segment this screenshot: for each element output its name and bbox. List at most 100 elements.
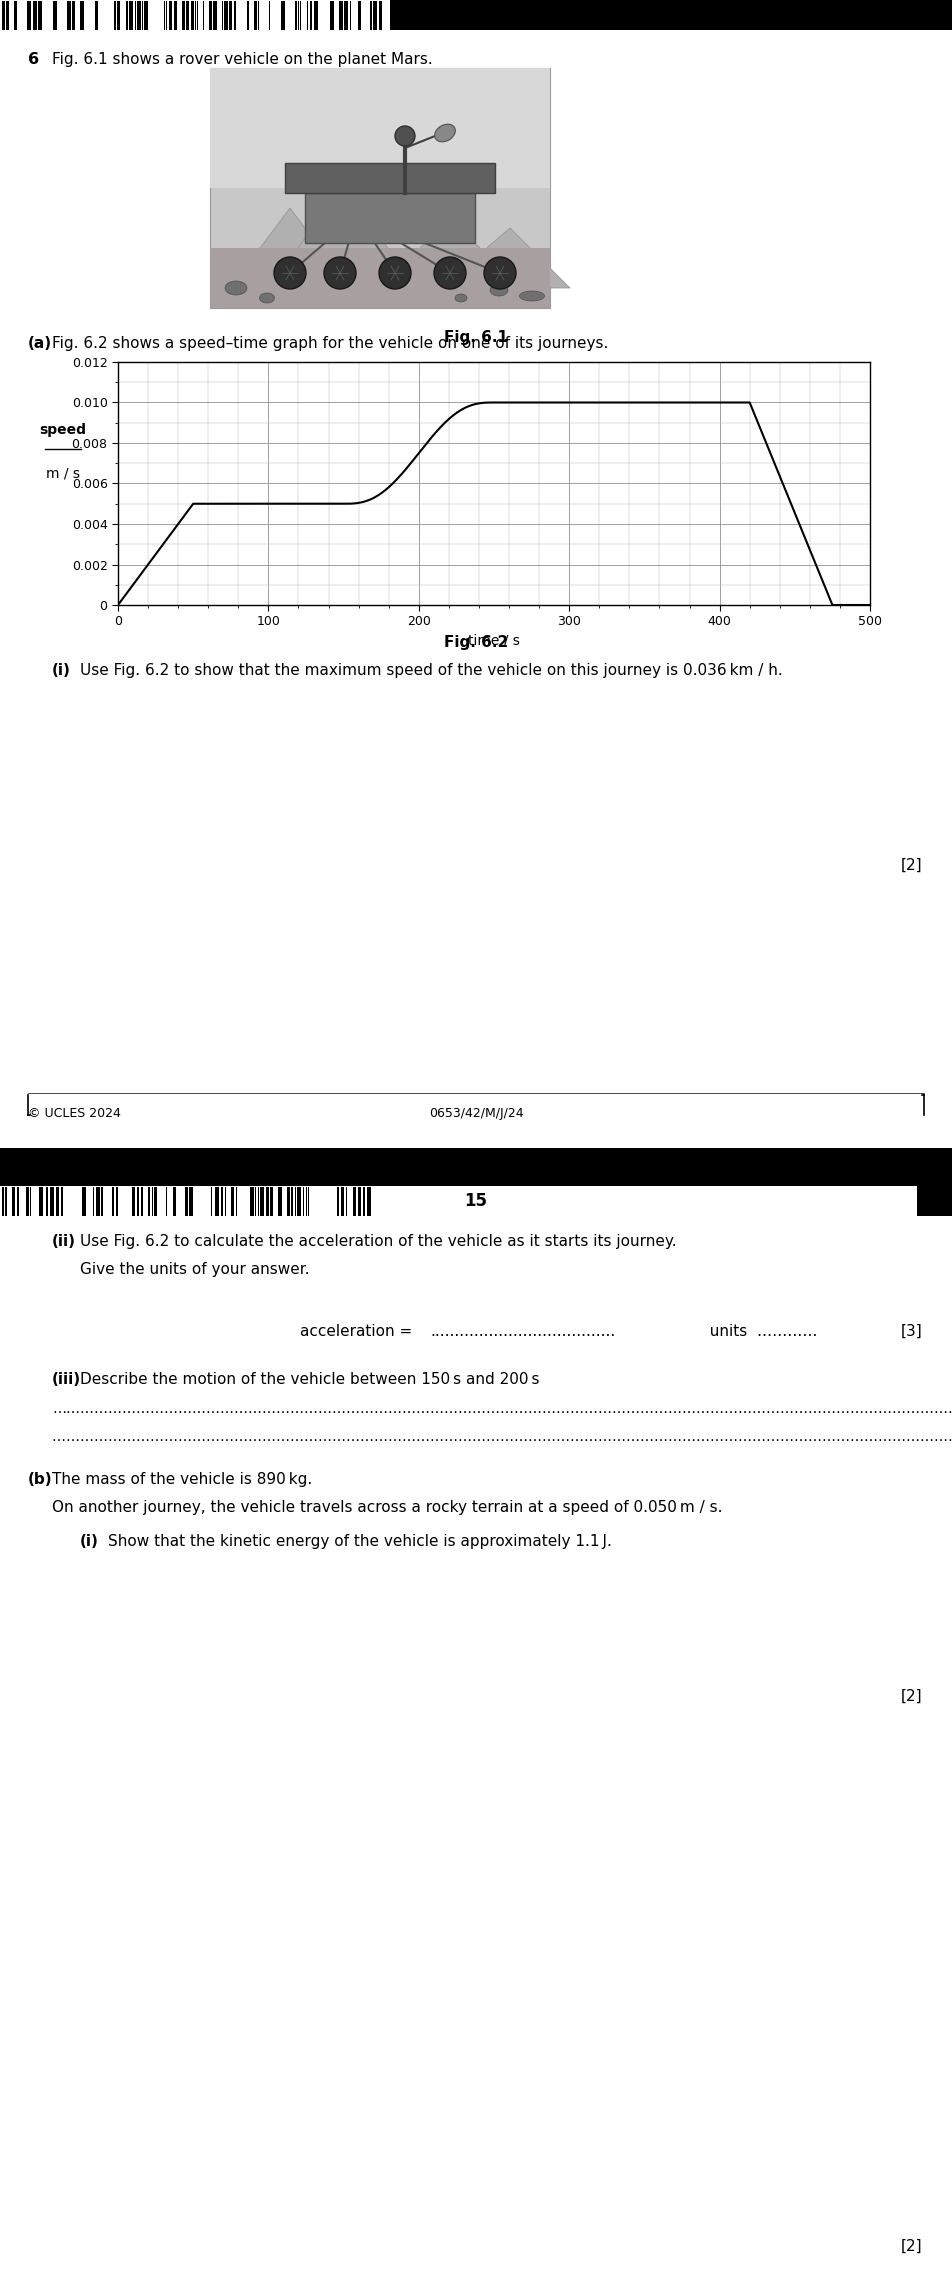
Bar: [0, 0, 390, 30]
Polygon shape: [230, 208, 350, 288]
Bar: [56, 1188, 59, 1215]
Bar: [195, 0, 196, 30]
Bar: [186, 0, 189, 30]
Bar: [154, 1188, 157, 1215]
Bar: [142, 0, 143, 30]
Text: 0653/42/M/J/24: 0653/42/M/J/24: [428, 1108, 524, 1119]
Bar: [270, 1188, 273, 1215]
Bar: [191, 0, 194, 30]
Bar: [213, 0, 217, 30]
Bar: [255, 1188, 256, 1215]
Bar: [258, 1188, 259, 1215]
Bar: [314, 0, 318, 30]
Bar: [129, 0, 133, 30]
Text: (i): (i): [52, 662, 70, 678]
Bar: [344, 0, 348, 30]
Ellipse shape: [490, 283, 508, 297]
Bar: [137, 1188, 139, 1215]
Circle shape: [395, 126, 415, 146]
Bar: [0, 1149, 952, 1185]
Bar: [917, 1185, 952, 1215]
Text: * 0019656632715 *: * 0019656632715 *: [28, 1172, 130, 1183]
Bar: [144, 0, 148, 30]
Text: (ii): (ii): [52, 1233, 76, 1249]
Bar: [26, 1188, 29, 1215]
Bar: [2, 1188, 4, 1215]
Bar: [96, 1188, 100, 1215]
Ellipse shape: [260, 292, 274, 304]
Bar: [285, 162, 495, 194]
Bar: [173, 1188, 176, 1215]
Circle shape: [274, 258, 306, 290]
Bar: [310, 0, 312, 30]
Text: ......................................: ......................................: [430, 1325, 615, 1338]
Bar: [222, 0, 223, 30]
Text: (a): (a): [28, 336, 52, 352]
Bar: [236, 1188, 237, 1215]
Bar: [225, 1188, 226, 1215]
Bar: [117, 0, 120, 30]
Text: (iii): (iii): [52, 1373, 81, 1386]
Polygon shape: [270, 187, 420, 288]
Bar: [300, 0, 301, 30]
Bar: [308, 1188, 309, 1215]
Bar: [114, 0, 116, 30]
Bar: [182, 0, 185, 30]
Bar: [281, 0, 285, 30]
Text: Give the units of your answer.: Give the units of your answer.: [80, 1263, 309, 1277]
Bar: [14, 0, 17, 30]
Text: On another journey, the vehicle travels across a rocky terrain at a speed of 0.0: On another journey, the vehicle travels …: [52, 1501, 723, 1514]
Bar: [152, 1188, 153, 1215]
X-axis label: time / s: time / s: [468, 635, 520, 649]
Bar: [101, 1188, 103, 1215]
Ellipse shape: [225, 281, 247, 295]
Bar: [367, 1188, 371, 1215]
Bar: [166, 0, 167, 30]
Bar: [141, 1188, 143, 1215]
Bar: [126, 0, 128, 30]
Bar: [269, 0, 270, 30]
Bar: [221, 1188, 223, 1215]
Bar: [303, 1188, 304, 1215]
Bar: [305, 194, 475, 242]
Bar: [306, 1188, 307, 1215]
Bar: [278, 1188, 282, 1215]
Bar: [210, 69, 550, 187]
Bar: [72, 0, 75, 30]
Bar: [17, 1188, 19, 1215]
Bar: [234, 0, 236, 30]
Bar: [210, 249, 550, 308]
Bar: [135, 0, 136, 30]
Bar: [33, 0, 37, 30]
Bar: [38, 0, 42, 30]
Bar: [203, 0, 204, 30]
Text: Fig. 6.1: Fig. 6.1: [444, 329, 508, 345]
Bar: [363, 1188, 365, 1215]
Bar: [350, 0, 351, 30]
Bar: [307, 0, 308, 30]
Bar: [341, 1188, 344, 1215]
Text: [2]: [2]: [901, 859, 922, 872]
Bar: [215, 1188, 219, 1215]
Text: ……………………………………………………………………………………………………………………………………………………………………………………………………………………: ……………………………………………………………………………………………………………: [52, 1430, 952, 1443]
Bar: [2, 0, 5, 30]
Bar: [30, 1188, 31, 1215]
Ellipse shape: [455, 295, 467, 301]
Bar: [95, 0, 98, 30]
Text: (i): (i): [80, 1535, 99, 1549]
Bar: [295, 0, 297, 30]
Bar: [370, 0, 372, 30]
Text: Show that the kinetic energy of the vehicle is approximately 1.1 J.: Show that the kinetic energy of the vehi…: [108, 1535, 612, 1549]
Bar: [132, 1188, 135, 1215]
Bar: [93, 1188, 94, 1215]
Bar: [266, 1188, 269, 1215]
Bar: [247, 0, 249, 30]
Bar: [137, 0, 141, 30]
Text: Fig. 6.2: Fig. 6.2: [444, 635, 508, 651]
Text: © UCLES 2024: © UCLES 2024: [28, 1108, 121, 1119]
Text: Use Fig. 6.2 to calculate the acceleration of the vehicle as it starts its journ: Use Fig. 6.2 to calculate the accelerati…: [80, 1233, 677, 1249]
Bar: [27, 0, 31, 30]
Bar: [917, 0, 952, 30]
Text: [2]: [2]: [901, 2238, 922, 2254]
Bar: [197, 0, 198, 30]
